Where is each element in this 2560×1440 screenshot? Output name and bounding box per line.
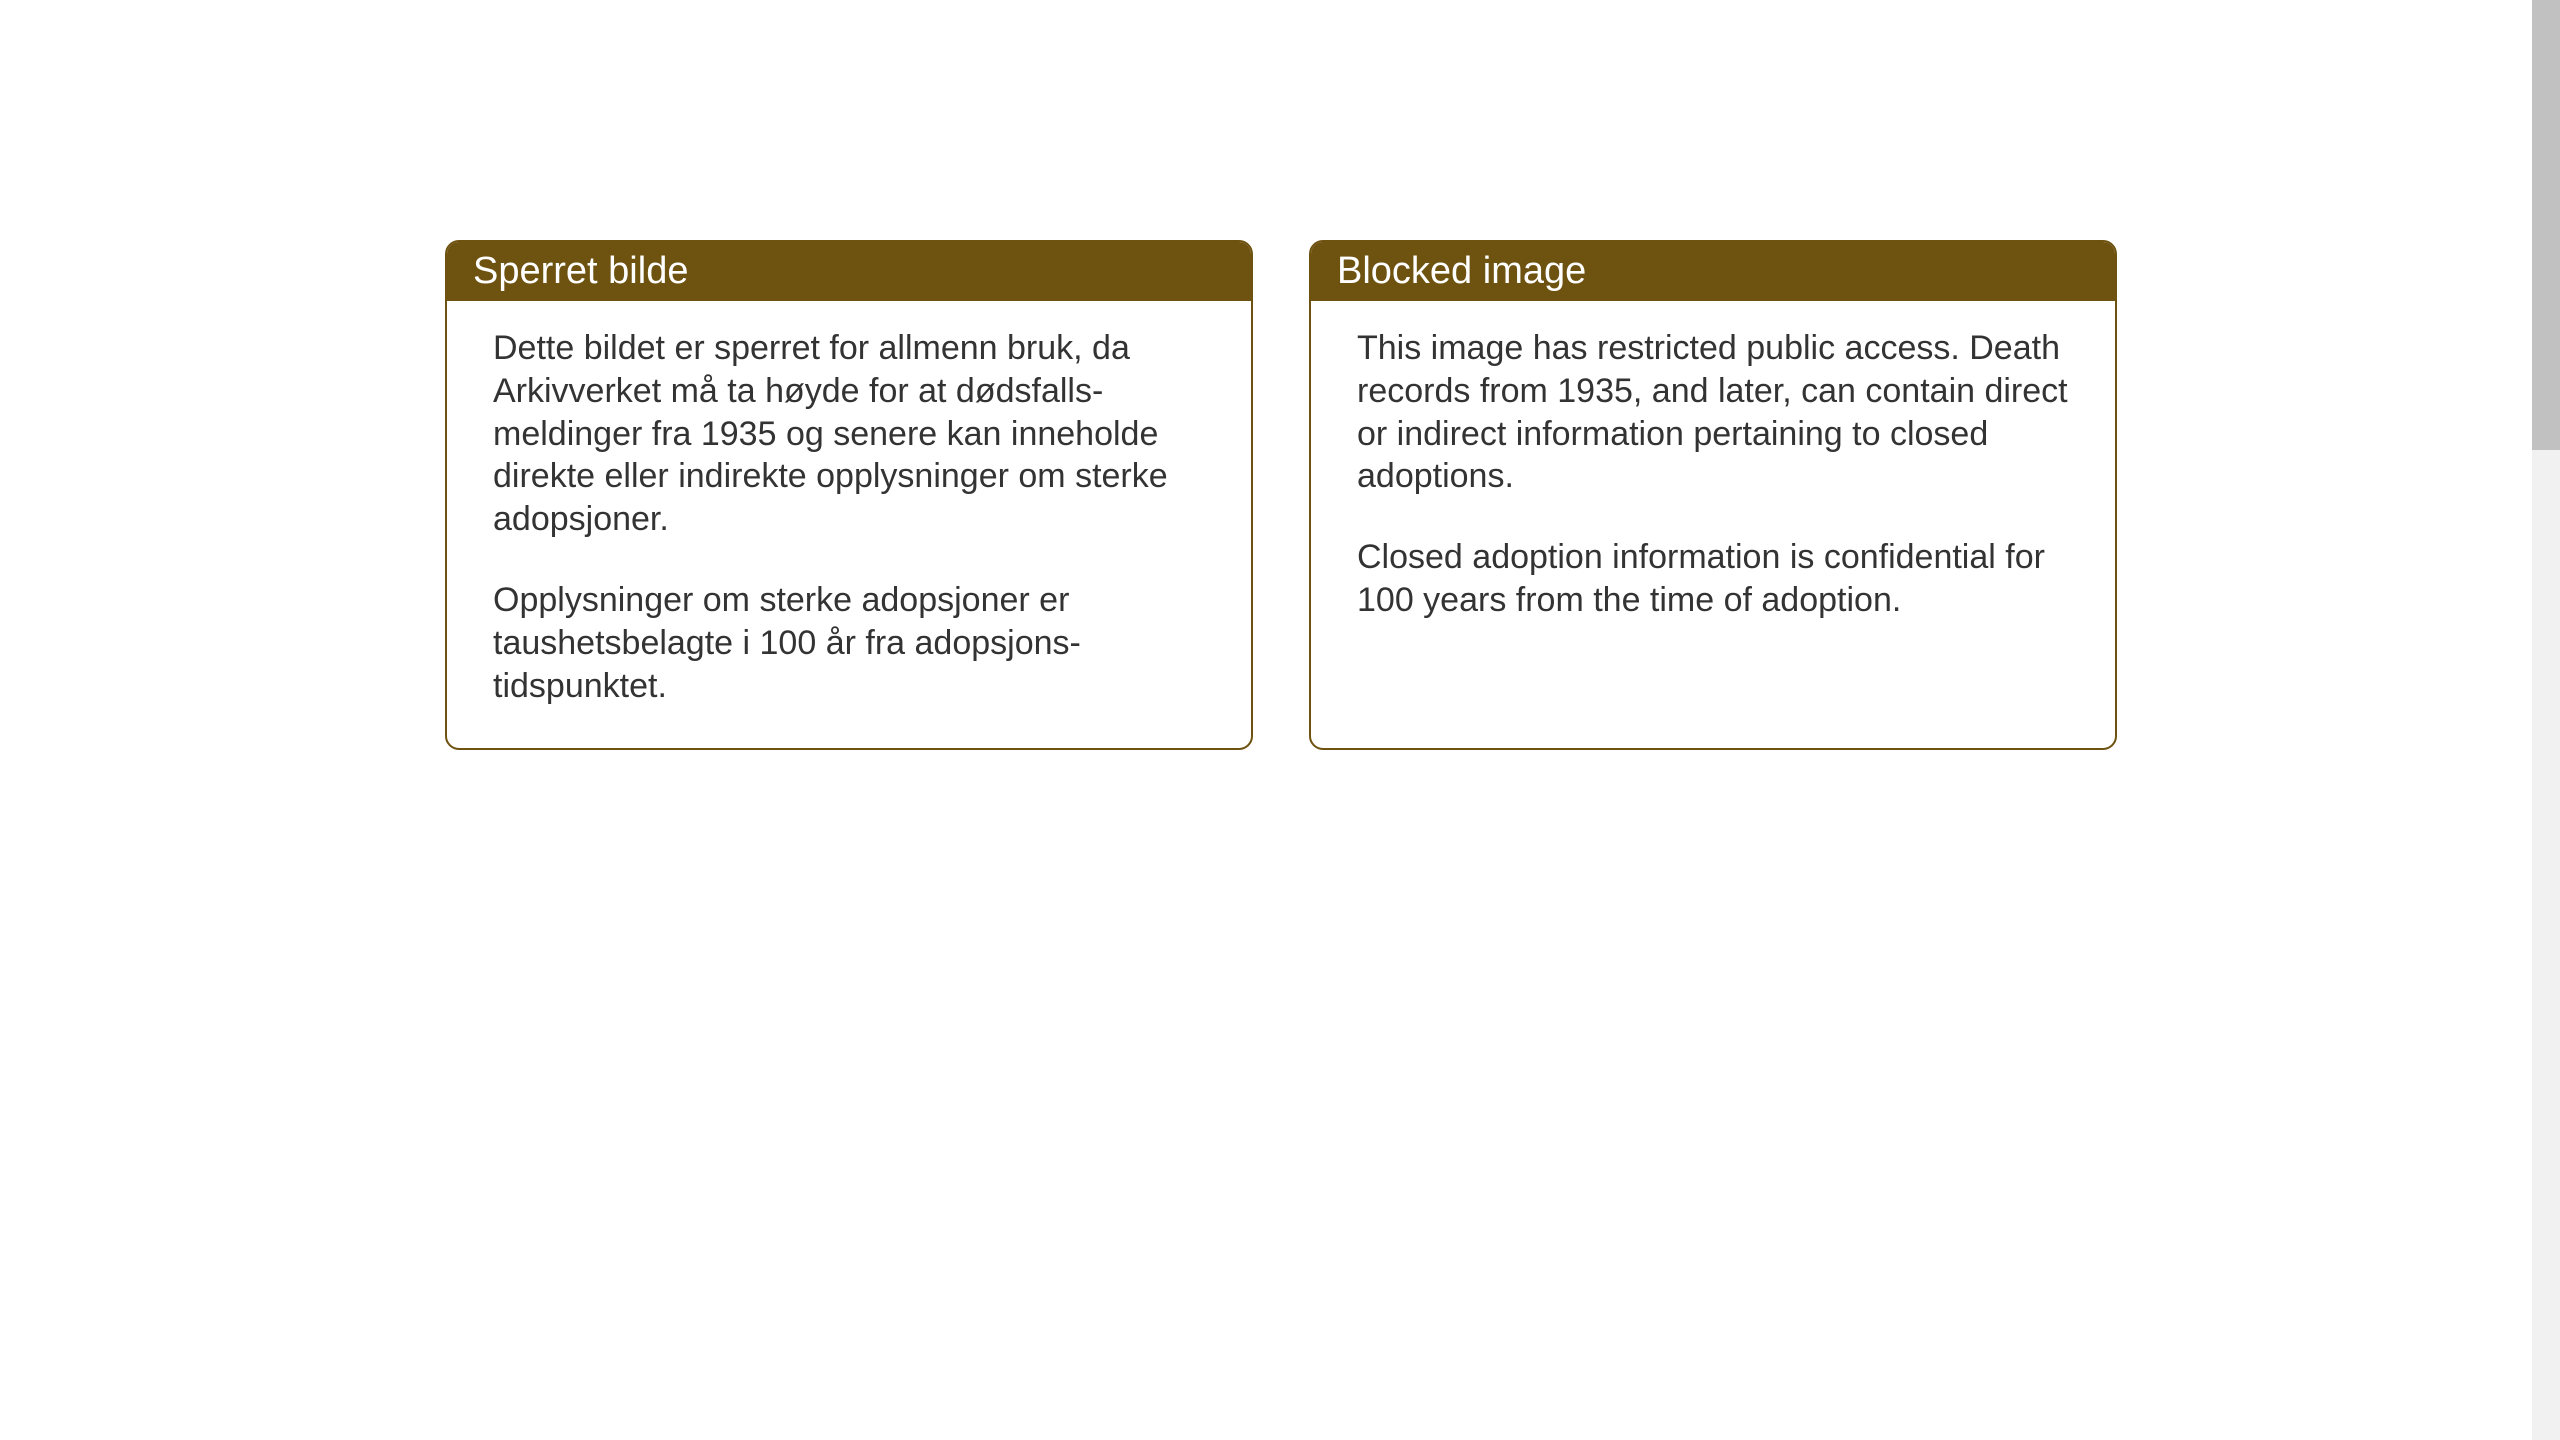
notice-paragraph-2-english: Closed adoption information is confident… — [1357, 536, 2069, 622]
notice-card-norwegian: Sperret bilde Dette bildet er sperret fo… — [445, 240, 1253, 750]
notice-header-english: Blocked image — [1311, 242, 2115, 301]
notice-card-english: Blocked image This image has restricted … — [1309, 240, 2117, 750]
notice-body-english: This image has restricted public access.… — [1311, 301, 2115, 662]
scrollbar-thumb[interactable] — [2532, 0, 2560, 450]
scrollbar-track[interactable] — [2532, 0, 2560, 1440]
notice-paragraph-2-norwegian: Opplysninger om sterke adopsjoner er tau… — [493, 579, 1205, 707]
notice-paragraph-1-english: This image has restricted public access.… — [1357, 327, 2069, 498]
notice-title-norwegian: Sperret bilde — [473, 250, 688, 292]
notice-title-english: Blocked image — [1337, 250, 1586, 292]
notice-header-norwegian: Sperret bilde — [447, 242, 1251, 301]
notice-paragraph-1-norwegian: Dette bildet er sperret for allmenn bruk… — [493, 327, 1205, 541]
notice-container: Sperret bilde Dette bildet er sperret fo… — [445, 240, 2117, 750]
notice-body-norwegian: Dette bildet er sperret for allmenn bruk… — [447, 301, 1251, 748]
